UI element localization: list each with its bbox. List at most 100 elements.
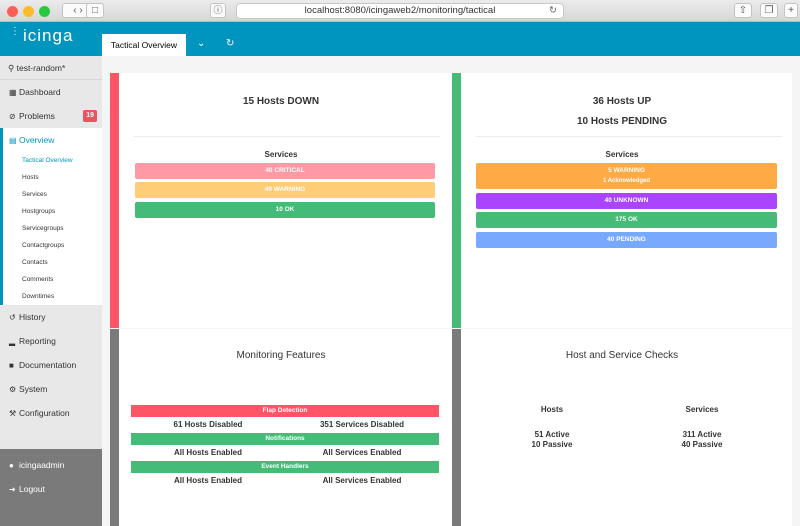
- app-header: ⋮ icinga Tactical Overview ⌄ ↻: [0, 22, 800, 56]
- ok-services-bar[interactable]: 10 OK: [135, 202, 435, 218]
- critical-stripe: [110, 73, 119, 328]
- reload-icon[interactable]: ↻: [549, 5, 557, 16]
- browser-toolbar: ‹ › □ ⓘ localhost:8080/icingaweb2/monito…: [0, 0, 800, 22]
- divider: [476, 136, 782, 137]
- logout-icon: ➜: [9, 485, 16, 494]
- sidebar-item-history[interactable]: ↺ History: [0, 305, 102, 329]
- sidebar-item-problems[interactable]: ⊘ Problems 19: [0, 104, 102, 128]
- url-text: localhost:8080/icingaweb2/monitoring/tac…: [304, 5, 496, 16]
- divider: [134, 136, 440, 137]
- ok-stripe: [452, 73, 461, 328]
- sidebar-item-label: Documentation: [19, 360, 77, 370]
- sidebar-item-label: Overview: [19, 135, 55, 145]
- pending-services-bar[interactable]: 40 PENDING: [476, 232, 777, 248]
- sidebar-item-label: Problems: [19, 111, 55, 121]
- sidebar-item-label: History: [19, 312, 46, 322]
- problems-count-badge: 19: [83, 110, 97, 122]
- checks-hosts-label: Hosts: [540, 405, 564, 414]
- refresh-icon[interactable]: ↻: [226, 38, 235, 49]
- hosts-active-count[interactable]: 51 Active: [534, 430, 570, 439]
- checks-title: Host and Service Checks: [565, 350, 679, 361]
- hosts-up-title[interactable]: 36 Hosts UP: [592, 96, 652, 107]
- checks-panel: Host and Service Checks Hosts Services 5…: [452, 329, 792, 526]
- sidebar-item-label: Reporting: [19, 336, 56, 346]
- sidebar-item-label: Dashboard: [19, 87, 61, 97]
- notifications-services-status[interactable]: All Services Enabled: [322, 448, 402, 457]
- sidebar-item-label: icingaadmin: [19, 460, 65, 470]
- services-label: Services: [605, 150, 639, 159]
- zoom-window-button[interactable]: [39, 6, 50, 17]
- sidebar-subitem-downtimes[interactable]: Downtimes: [22, 293, 55, 300]
- new-tab-icon[interactable]: +: [784, 3, 798, 18]
- flap-hosts-status[interactable]: 61 Hosts Disabled: [173, 420, 243, 429]
- event-handlers-hosts-status[interactable]: All Hosts Enabled: [173, 476, 242, 485]
- hosts-passive-count[interactable]: 10 Passive: [531, 440, 573, 449]
- services-active-count[interactable]: 311 Active: [682, 430, 722, 439]
- tabs-icon[interactable]: ❐: [760, 3, 778, 18]
- dashboard-icon: ▦: [9, 88, 17, 97]
- services-label: Services: [264, 150, 298, 159]
- tab-tactical-overview[interactable]: Tactical Overview: [102, 34, 186, 56]
- search-icon: ⚲: [8, 63, 15, 73]
- sidebar-toggle-icon[interactable]: □: [86, 3, 104, 18]
- hosts-down-title[interactable]: 15 Hosts DOWN: [242, 96, 320, 107]
- sidebar-item-user[interactable]: ● icingaadmin: [0, 453, 102, 477]
- book-icon: ■: [9, 361, 14, 370]
- close-window-button[interactable]: [7, 6, 18, 17]
- critical-services-bar[interactable]: 40 CRITICAL: [135, 163, 435, 179]
- minimize-window-button[interactable]: [23, 6, 34, 17]
- search-input[interactable]: ⚲ test-random*: [0, 56, 102, 80]
- hosts-pending-title[interactable]: 10 Hosts PENDING: [576, 116, 668, 127]
- sidebar-item-label: Logout: [19, 484, 45, 494]
- user-icon: ●: [9, 461, 14, 470]
- flap-services-status[interactable]: 351 Services Disabled: [319, 420, 405, 429]
- sidebar-subitem-hosts[interactable]: Hosts: [22, 174, 39, 181]
- unknown-services-bar[interactable]: 40 UNKNOWN: [476, 193, 777, 209]
- sidebar-subitem-comments[interactable]: Comments: [22, 276, 54, 283]
- logo-mark-icon: ⋮: [10, 26, 21, 37]
- notifications-bar[interactable]: Notifications: [131, 433, 439, 445]
- sidebar-item-documentation[interactable]: ■ Documentation: [0, 353, 102, 377]
- sidebar-subitem-hostgroups[interactable]: Hostgroups: [22, 208, 56, 215]
- overview-submenu: Tactical Overview Hosts Services Hostgro…: [0, 152, 102, 305]
- warning-count: 5 WARNING: [608, 167, 645, 174]
- sidebar-subitem-services[interactable]: Services: [22, 191, 47, 198]
- flap-detection-bar[interactable]: Flap Detection: [131, 405, 439, 417]
- info-icon[interactable]: ⓘ: [210, 3, 226, 18]
- notifications-hosts-status[interactable]: All Hosts Enabled: [173, 448, 242, 457]
- sidebar-item-system[interactable]: ⚙ System: [0, 377, 102, 401]
- tactical-overview-content: 15 Hosts DOWN Services 40 CRITICAL 40 WA…: [102, 56, 800, 526]
- wrench-icon: ⚒: [9, 409, 17, 418]
- sidebar-subitem-tactical-overview[interactable]: Tactical Overview: [22, 157, 73, 164]
- warning-services-bar[interactable]: 5 WARNING 1 Acknowledged: [476, 163, 777, 189]
- sidebar-item-overview[interactable]: ▤ Overview: [0, 128, 102, 152]
- sidebar-subitem-contacts[interactable]: Contacts: [22, 259, 48, 266]
- logo-text: icinga: [23, 26, 74, 45]
- sidebar-subitem-servicegroups[interactable]: Servicegroups: [22, 225, 64, 232]
- sidebar-subitem-contactgroups[interactable]: Contactgroups: [22, 242, 65, 249]
- sidebar-item-reporting[interactable]: ▂ Reporting: [0, 329, 102, 353]
- gear-icon: ⚙: [9, 385, 17, 394]
- history-icon: ↺: [9, 313, 16, 322]
- ok-services-bar[interactable]: 175 OK: [476, 212, 777, 228]
- warning-services-bar[interactable]: 40 WARNING: [135, 182, 435, 198]
- user-menu: ● icingaadmin ➜ Logout: [0, 449, 102, 526]
- services-passive-count[interactable]: 40 Passive: [681, 440, 723, 449]
- sidebar: ⚲ test-random* ▦ Dashboard ⊘ Problems 19 ▤…: [0, 56, 102, 526]
- event-handlers-bar[interactable]: Event Handlers: [131, 461, 439, 473]
- icinga-logo[interactable]: ⋮ icinga: [10, 26, 73, 46]
- event-handlers-services-status[interactable]: All Services Enabled: [322, 476, 402, 485]
- sidebar-item-dashboard[interactable]: ▦ Dashboard: [0, 80, 102, 104]
- problems-icon: ⊘: [9, 112, 16, 121]
- hosts-down-panel: 15 Hosts DOWN Services 40 CRITICAL 40 WA…: [110, 73, 452, 328]
- share-icon[interactable]: ⇧: [734, 3, 752, 18]
- sidebar-item-logout[interactable]: ➜ Logout: [0, 477, 102, 501]
- chevron-down-icon[interactable]: ⌄: [197, 38, 206, 49]
- hosts-up-panel: 36 Hosts UP 10 Hosts PENDING Services 5 …: [452, 73, 792, 328]
- sidebar-item-configuration[interactable]: ⚒ Configuration: [0, 401, 102, 425]
- monitoring-features-panel: Monitoring Features Flap Detection 61 Ho…: [110, 329, 452, 526]
- address-bar[interactable]: localhost:8080/icingaweb2/monitoring/tac…: [236, 3, 564, 19]
- sidebar-item-label: System: [19, 384, 48, 394]
- checks-services-label: Services: [685, 405, 719, 414]
- monitoring-features-title: Monitoring Features: [236, 350, 326, 361]
